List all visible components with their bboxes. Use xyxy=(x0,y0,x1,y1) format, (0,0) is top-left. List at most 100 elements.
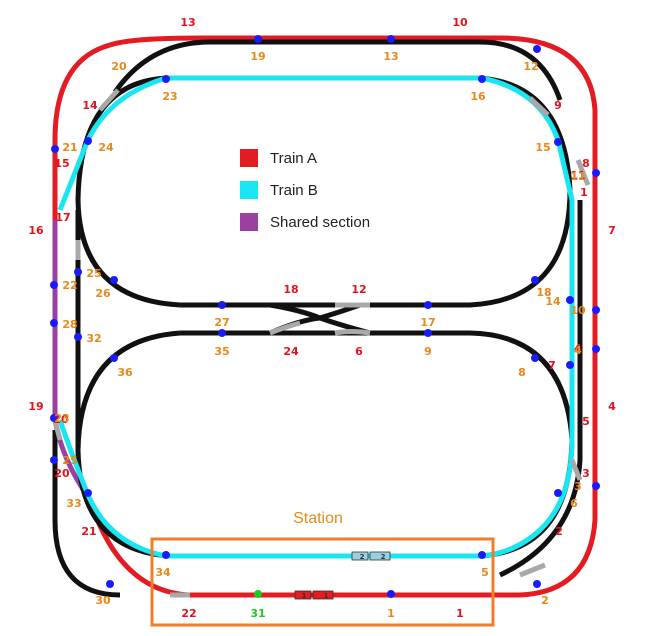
label: 14 xyxy=(82,99,98,112)
legend-swatch-train-b xyxy=(240,181,258,199)
sensor-dot xyxy=(424,301,432,309)
station-box xyxy=(150,537,495,627)
label: 11 xyxy=(570,169,585,182)
label: 25 xyxy=(86,267,101,280)
sensor-dot xyxy=(387,590,395,598)
sensor-dot xyxy=(218,329,226,337)
middle-ring-top xyxy=(112,39,563,101)
label: 7 xyxy=(548,359,556,372)
switch-gray-topright xyxy=(528,96,550,117)
label: 30 xyxy=(95,594,111,607)
switch-gray-bottomright xyxy=(519,562,546,578)
label: 15 xyxy=(535,141,550,154)
crossover-switch-gray-1 xyxy=(269,320,301,336)
label: 6 xyxy=(355,345,363,358)
train-b-route-right-down xyxy=(481,439,575,559)
switch-gray-right xyxy=(575,159,591,186)
train-b-car-1: 2 xyxy=(360,553,365,561)
sensor-dot xyxy=(74,268,82,276)
label: 15 xyxy=(54,157,69,170)
sensor-dot xyxy=(74,333,82,341)
label: 1 xyxy=(580,186,588,199)
label: 5 xyxy=(582,415,590,428)
sensor-dot xyxy=(106,580,114,588)
label: 25 xyxy=(62,454,77,467)
middle-ring-right xyxy=(498,200,583,578)
label: 27 xyxy=(214,316,229,329)
sensor-dot xyxy=(478,75,486,83)
label: 17 xyxy=(55,211,70,224)
label: 20 xyxy=(111,60,127,73)
label: 18 xyxy=(536,286,551,299)
sensor-dot xyxy=(566,296,574,304)
label: 32 xyxy=(86,332,101,345)
crossover-track-b xyxy=(269,302,371,336)
sensor-dot xyxy=(254,35,262,43)
legend-label-train-b: Train B xyxy=(270,182,318,199)
label: 16 xyxy=(28,224,44,237)
sensor-dot xyxy=(50,456,58,464)
sensor-dot xyxy=(566,361,574,369)
outer-loop-track-topleft xyxy=(52,42,111,220)
label: 6 xyxy=(570,497,578,510)
switch-gray-topleft xyxy=(98,88,120,112)
label: 33 xyxy=(66,497,81,510)
sensor-dot-active xyxy=(254,590,262,598)
label: 4 xyxy=(608,400,616,413)
crossover-switch-gray-3 xyxy=(334,329,371,336)
label: 20 xyxy=(53,413,69,426)
sensor-dot xyxy=(218,301,226,309)
sensor-dot xyxy=(50,414,58,422)
train-b-car-2: 2 xyxy=(381,553,386,561)
label: 10 xyxy=(452,16,468,29)
label: 24 xyxy=(98,141,114,154)
label: 3 xyxy=(574,480,582,493)
label: 14 xyxy=(545,295,561,308)
train-a-car-2: 1 xyxy=(324,592,329,600)
legend-label-shared: Shared section xyxy=(270,214,370,231)
sensor-dot xyxy=(554,489,562,497)
label: 10 xyxy=(570,304,586,317)
sensor-dot xyxy=(84,489,92,497)
label: 16 xyxy=(470,90,486,103)
sensor-dot xyxy=(50,319,58,327)
label: 22 xyxy=(62,279,77,292)
sensor-dot xyxy=(50,281,58,289)
sensor-dot xyxy=(592,169,600,177)
label: 19 xyxy=(250,50,265,63)
label: 23 xyxy=(162,90,177,103)
sensor-dot xyxy=(531,354,539,362)
sensor-dot xyxy=(51,145,59,153)
label: 34 xyxy=(155,566,171,579)
label: 36 xyxy=(117,366,133,379)
sensor-dot xyxy=(387,35,395,43)
label: 19 xyxy=(28,400,43,413)
switch-gray-right2 xyxy=(569,459,583,481)
legend: Train A Train B Shared section xyxy=(240,149,370,231)
sensor-dots xyxy=(50,35,600,598)
label: 9 xyxy=(424,345,432,358)
label: 2 xyxy=(541,594,549,607)
sensor-dot xyxy=(554,138,562,146)
sensor-dot xyxy=(533,580,541,588)
train-a-car-1: 1 xyxy=(302,592,307,600)
label: 8 xyxy=(518,366,526,379)
label: 12 xyxy=(523,60,538,73)
station-label: Station xyxy=(293,510,343,527)
label: 8 xyxy=(582,157,590,170)
sensor-dot xyxy=(531,276,539,284)
sensor-dot xyxy=(162,551,170,559)
label: 24 xyxy=(283,345,299,358)
outer-loop-track-right xyxy=(190,260,598,598)
label: 21 xyxy=(81,525,96,538)
label: 35 xyxy=(214,345,229,358)
label: 4 xyxy=(574,342,582,355)
label: 1 xyxy=(456,607,464,620)
label: 17 xyxy=(420,316,435,329)
label: 20 xyxy=(54,467,70,480)
sensor-dot xyxy=(533,45,541,53)
label: 26 xyxy=(95,287,111,300)
label: 13 xyxy=(180,16,195,29)
labels-orange: 20 19 13 12 23 16 21 24 15 11 10 14 18 2… xyxy=(54,50,586,620)
legend-label-train-a: Train A xyxy=(270,150,317,167)
